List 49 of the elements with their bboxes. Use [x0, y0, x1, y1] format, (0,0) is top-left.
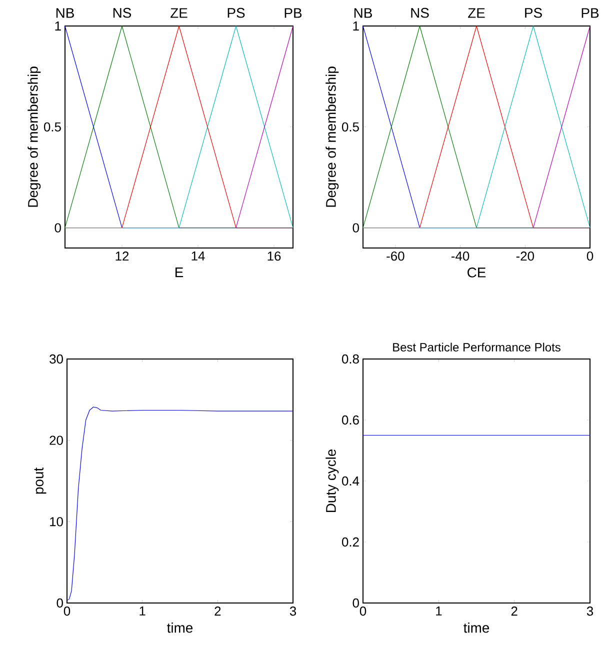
x-tick-label: 0 [64, 606, 70, 616]
x-tick-label: 0 [360, 606, 366, 616]
y-tick-label: 0 [56, 598, 63, 608]
y-tick-label: 0.2 [342, 537, 359, 547]
series-label: NB [354, 8, 372, 18]
series-label: NB [56, 8, 74, 18]
x-tick-label: 12 [116, 252, 129, 261]
y-tick-label: 20 [50, 436, 63, 445]
x-tick-label: 1 [436, 606, 442, 616]
y-tick-label: 0.5 [342, 122, 359, 132]
series-label: PS [525, 8, 542, 18]
y-tick-label: 0.4 [342, 476, 360, 486]
x-tick-label: 3 [586, 606, 594, 616]
x-axis-title: E [175, 268, 184, 278]
x-tick-label: 0 [586, 252, 594, 261]
x-axis-title: time [464, 622, 490, 633]
y-tick-label: 0.8 [342, 354, 359, 364]
x-tick-label: 14 [192, 252, 205, 260]
series-label: PS [228, 8, 245, 18]
y-axis-title: Duty cycle [326, 449, 339, 512]
y-tick-label: 30 [50, 354, 63, 364]
x-tick-label: 2 [214, 606, 221, 616]
y-axis-title: Degree of membership [28, 66, 41, 207]
y-tick-label: 0 [352, 598, 359, 608]
x-tick-label: 2 [511, 606, 518, 616]
x-tick-label: -20 [516, 252, 534, 261]
series-label: ZE [468, 8, 485, 18]
y-tick-label: 0 [352, 223, 359, 232]
x-tick-label: -60 [386, 252, 404, 261]
y-tick-label: 1 [55, 22, 61, 30]
y-tick-label: 0.5 [44, 122, 61, 132]
x-tick-label: 1 [140, 606, 146, 616]
y-tick-label: 0.6 [342, 415, 359, 425]
x-tick-label: -40 [452, 252, 470, 261]
series-label: NS [411, 8, 429, 18]
y-tick-label: 0 [54, 223, 61, 232]
x-axis-title: time [167, 622, 193, 633]
series-label: ZE [170, 8, 188, 18]
y-tick-label: 1 [353, 22, 359, 30]
x-tick-label: 3 [290, 606, 296, 616]
x-axis-title: CE [468, 268, 486, 278]
y-axis-title: Degree of membership [326, 66, 339, 207]
x-tick-label: 16 [268, 252, 281, 261]
series-label: PB [582, 8, 599, 18]
series-label: NS [113, 8, 132, 18]
y-axis-title: pout [34, 468, 46, 494]
y-tick-label: 10 [50, 517, 63, 526]
chart-title: Best Particle Performance Plots [393, 342, 560, 352]
series-label: PB [284, 8, 302, 18]
